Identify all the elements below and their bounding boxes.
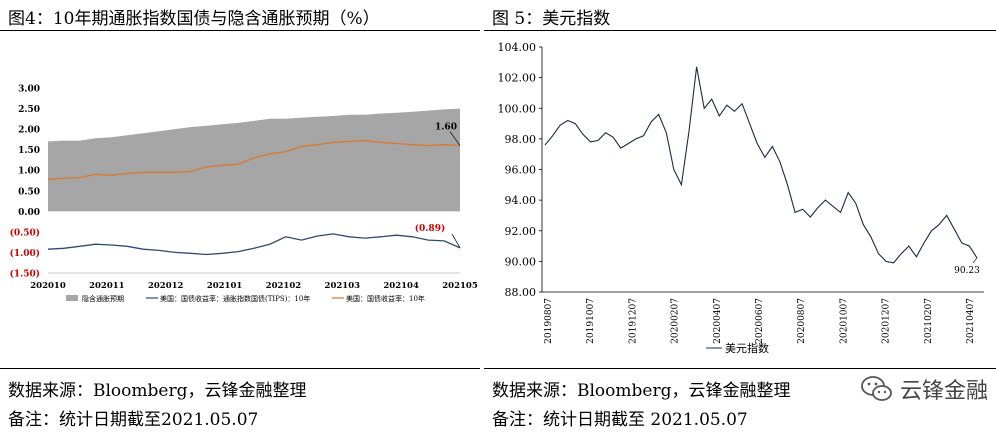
legend-label-nominal: 美国：国债收益率：10年 xyxy=(346,294,425,303)
series-line-dollar-index xyxy=(544,66,978,264)
annotation-value-tips: (0.89) xyxy=(415,223,445,234)
left-figure-title: 图4：10年期通胀指数国债与隐含通胀预期（%） xyxy=(8,9,380,29)
x-tick-label: 20200807 xyxy=(797,298,807,344)
x-tick-label: 202101 xyxy=(207,281,243,291)
x-tick-label: 202010 xyxy=(30,281,66,291)
y-tick-label: 2.50 xyxy=(18,105,40,115)
left-note-text: 备注：统计日期截至2021.05.07 xyxy=(8,410,259,430)
x-tick-label: 20200607 xyxy=(755,298,765,344)
x-tick-label: 202011 xyxy=(89,281,125,291)
annotation-value-dxy: 90.23 xyxy=(954,266,980,276)
legend-swatch-area xyxy=(66,295,78,301)
legend-label-tips: 美国：国债收益率：通胀指数国债(TIPS)：10年 xyxy=(160,294,310,303)
y-tick-label: 94.00 xyxy=(505,194,537,207)
left-source-text: 数据来源：Bloomberg，云锋金融整理 xyxy=(8,381,307,401)
watermark: 云锋金融 xyxy=(860,373,988,405)
wechat-icon xyxy=(861,376,892,401)
x-tick-label: 20191007 xyxy=(586,298,596,344)
x-tick-label: 202102 xyxy=(266,281,302,291)
y-tick-label: 100.00 xyxy=(498,102,537,115)
x-tick-label: 202104 xyxy=(383,281,419,291)
annotation-value-nominal: 1.60 xyxy=(435,123,457,133)
y-tick-label: 104.00 xyxy=(498,41,537,54)
y-tick-label: 1.00 xyxy=(18,167,40,177)
annotation-leader-nominal xyxy=(449,131,461,146)
y-tick-label: 0.00 xyxy=(18,208,40,218)
legend-label-area: 隐含通胀预期 xyxy=(82,294,124,303)
x-tick-label: 20201207 xyxy=(882,298,892,344)
right-title-rule xyxy=(484,30,996,31)
annotation-leader-dxy xyxy=(972,257,978,264)
watermark-text: 云锋金融 xyxy=(899,379,988,404)
y-tick-label: (1.50) xyxy=(10,269,40,280)
x-tick-label: 20191207 xyxy=(628,298,638,344)
x-tick-label: 202012 xyxy=(148,281,184,291)
y-tick-label: 98.00 xyxy=(505,133,537,146)
x-tick-label: 20210207 xyxy=(924,298,934,344)
left-chart: 3.00 2.50 2.00 1.50 1.00 0.50 0.00 (0.50) (1.00)… xyxy=(10,85,478,304)
y-tick-label: 102.00 xyxy=(498,72,537,85)
y-tick-label: (1.00) xyxy=(10,248,40,259)
x-tick-label: 20200407 xyxy=(713,298,723,344)
y-tick-label: 90.00 xyxy=(505,255,537,268)
y-tick-label: 3.00 xyxy=(18,85,40,95)
x-tick-label: 20190807 xyxy=(544,298,554,344)
right-bottom-rule xyxy=(484,368,996,369)
y-tick-label: 92.00 xyxy=(505,225,537,238)
x-tick-label: 20201007 xyxy=(839,298,849,344)
annotation-leader-tips xyxy=(451,233,461,249)
x-tick-label: 202103 xyxy=(325,281,361,291)
series-area-implied-inflation xyxy=(48,108,460,212)
x-tick-label: 20200207 xyxy=(671,298,681,344)
y-tick-label: (0.50) xyxy=(10,227,40,238)
y-tick-label: 88.00 xyxy=(505,286,537,299)
y-tick-label: 2.00 xyxy=(18,126,40,136)
series-line-nominal-10y xyxy=(47,139,461,180)
left-bottom-rule xyxy=(0,368,480,369)
right-figure: 图 5：美元指数 104.00 102.00 100.00 98.00 96.00 94.… xyxy=(484,0,996,432)
x-tick-label: 202105 xyxy=(442,281,478,291)
right-source-text: 数据来源：Bloomberg，云锋金融整理 xyxy=(492,381,791,401)
y-tick-label: 96.00 xyxy=(505,164,537,177)
y-tick-label: 0.50 xyxy=(18,187,40,197)
right-figure-title: 图 5：美元指数 xyxy=(492,9,611,29)
right-chart: 104.00 102.00 100.00 98.00 96.00 94.00 92.00 90… xyxy=(498,41,984,355)
right-note-text: 备注：统计日期截至 2021.05.07 xyxy=(492,410,748,430)
series-line-tips-10y xyxy=(47,233,461,256)
left-title-rule xyxy=(0,30,480,31)
legend-label-dxy: 美元指数 xyxy=(725,341,769,355)
left-figure: 图4：10年期通胀指数国债与隐含通胀预期（%） 3.00 2.50 2.00 1.50… xyxy=(0,0,480,432)
y-tick-label: 1.50 xyxy=(18,146,40,156)
x-tick-label: 20210407 xyxy=(966,298,976,344)
